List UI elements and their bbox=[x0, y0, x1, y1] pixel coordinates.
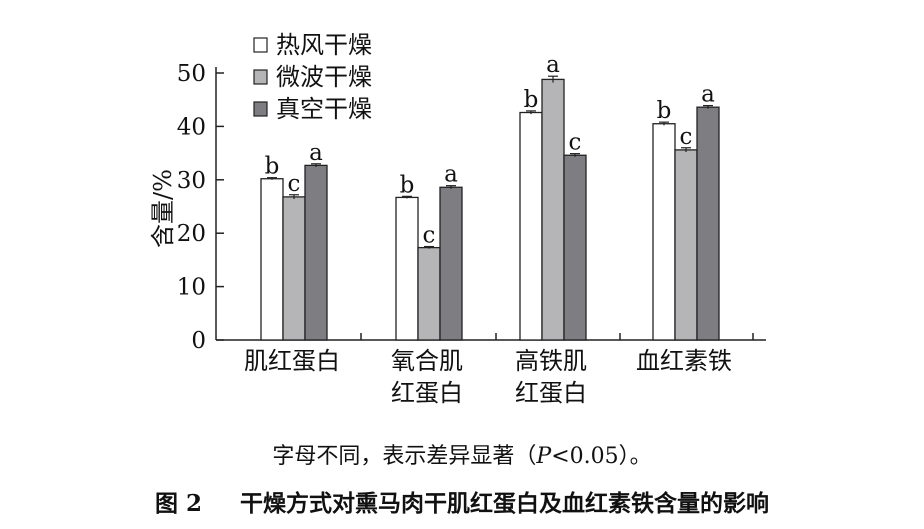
y-tick-label: 40 bbox=[177, 114, 206, 140]
bar bbox=[696, 106, 720, 341]
bar bbox=[674, 149, 698, 341]
bar bbox=[260, 178, 284, 341]
legend-label: 热风干燥 bbox=[276, 31, 372, 59]
note-suffix: <0.05）。 bbox=[551, 444, 652, 469]
bar bbox=[304, 164, 328, 341]
bar bbox=[439, 186, 463, 341]
y-tick-label: 10 bbox=[177, 275, 206, 301]
bar bbox=[417, 246, 441, 341]
significance-letter: a bbox=[309, 140, 323, 166]
x-tick-label: 氧合肌 bbox=[391, 347, 463, 375]
legend-swatch bbox=[253, 37, 268, 53]
significance-note: 字母不同，表示差异显著（P<0.05）。 bbox=[0, 438, 924, 470]
significance-letter: b bbox=[657, 98, 672, 124]
significance-letter: a bbox=[546, 52, 560, 78]
x-tick-label: 肌红蛋白 bbox=[244, 347, 340, 375]
significance-letter: c bbox=[680, 124, 693, 150]
significance-letter: b bbox=[265, 154, 280, 180]
bar bbox=[541, 78, 565, 341]
significance-letter: c bbox=[423, 223, 436, 249]
x-tick-label: 红蛋白 bbox=[391, 379, 463, 407]
bar bbox=[652, 123, 676, 341]
y-tick-label: 0 bbox=[191, 328, 206, 354]
note-p-symbol: P bbox=[536, 444, 552, 469]
note-prefix: 字母不同，表示差异显著（ bbox=[272, 444, 537, 469]
x-tick-label: 血红素铁 bbox=[636, 347, 732, 375]
y-axis-label: 含量/% bbox=[149, 169, 177, 248]
bar bbox=[395, 196, 419, 341]
bar bbox=[519, 111, 543, 341]
legend-label: 真空干燥 bbox=[276, 95, 372, 123]
significance-letter: b bbox=[400, 172, 415, 198]
y-tick-label: 50 bbox=[177, 61, 206, 87]
y-tick-label: 30 bbox=[177, 168, 206, 194]
figure-title: 干燥方式对熏马肉干肌红蛋白及血红素铁含量的影响 bbox=[240, 490, 769, 517]
figure-caption: 图 2 干燥方式对熏马肉干肌红蛋白及血红素铁含量的影响 bbox=[0, 484, 924, 518]
legend-swatch bbox=[253, 69, 268, 85]
significance-letter: c bbox=[288, 171, 301, 197]
significance-letter: c bbox=[569, 130, 582, 156]
x-tick-label: 红蛋白 bbox=[515, 379, 587, 407]
bar bbox=[563, 154, 587, 341]
significance-letter: a bbox=[444, 162, 458, 188]
significance-letter: a bbox=[701, 82, 715, 108]
significance-letter: b bbox=[524, 87, 539, 113]
legend-swatch bbox=[253, 101, 268, 117]
y-tick-label: 20 bbox=[177, 221, 206, 247]
legend-label: 微波干燥 bbox=[276, 63, 372, 91]
bar bbox=[282, 196, 306, 341]
x-tick-label: 高铁肌 bbox=[515, 347, 587, 375]
figure-number: 图 2 bbox=[154, 490, 202, 517]
